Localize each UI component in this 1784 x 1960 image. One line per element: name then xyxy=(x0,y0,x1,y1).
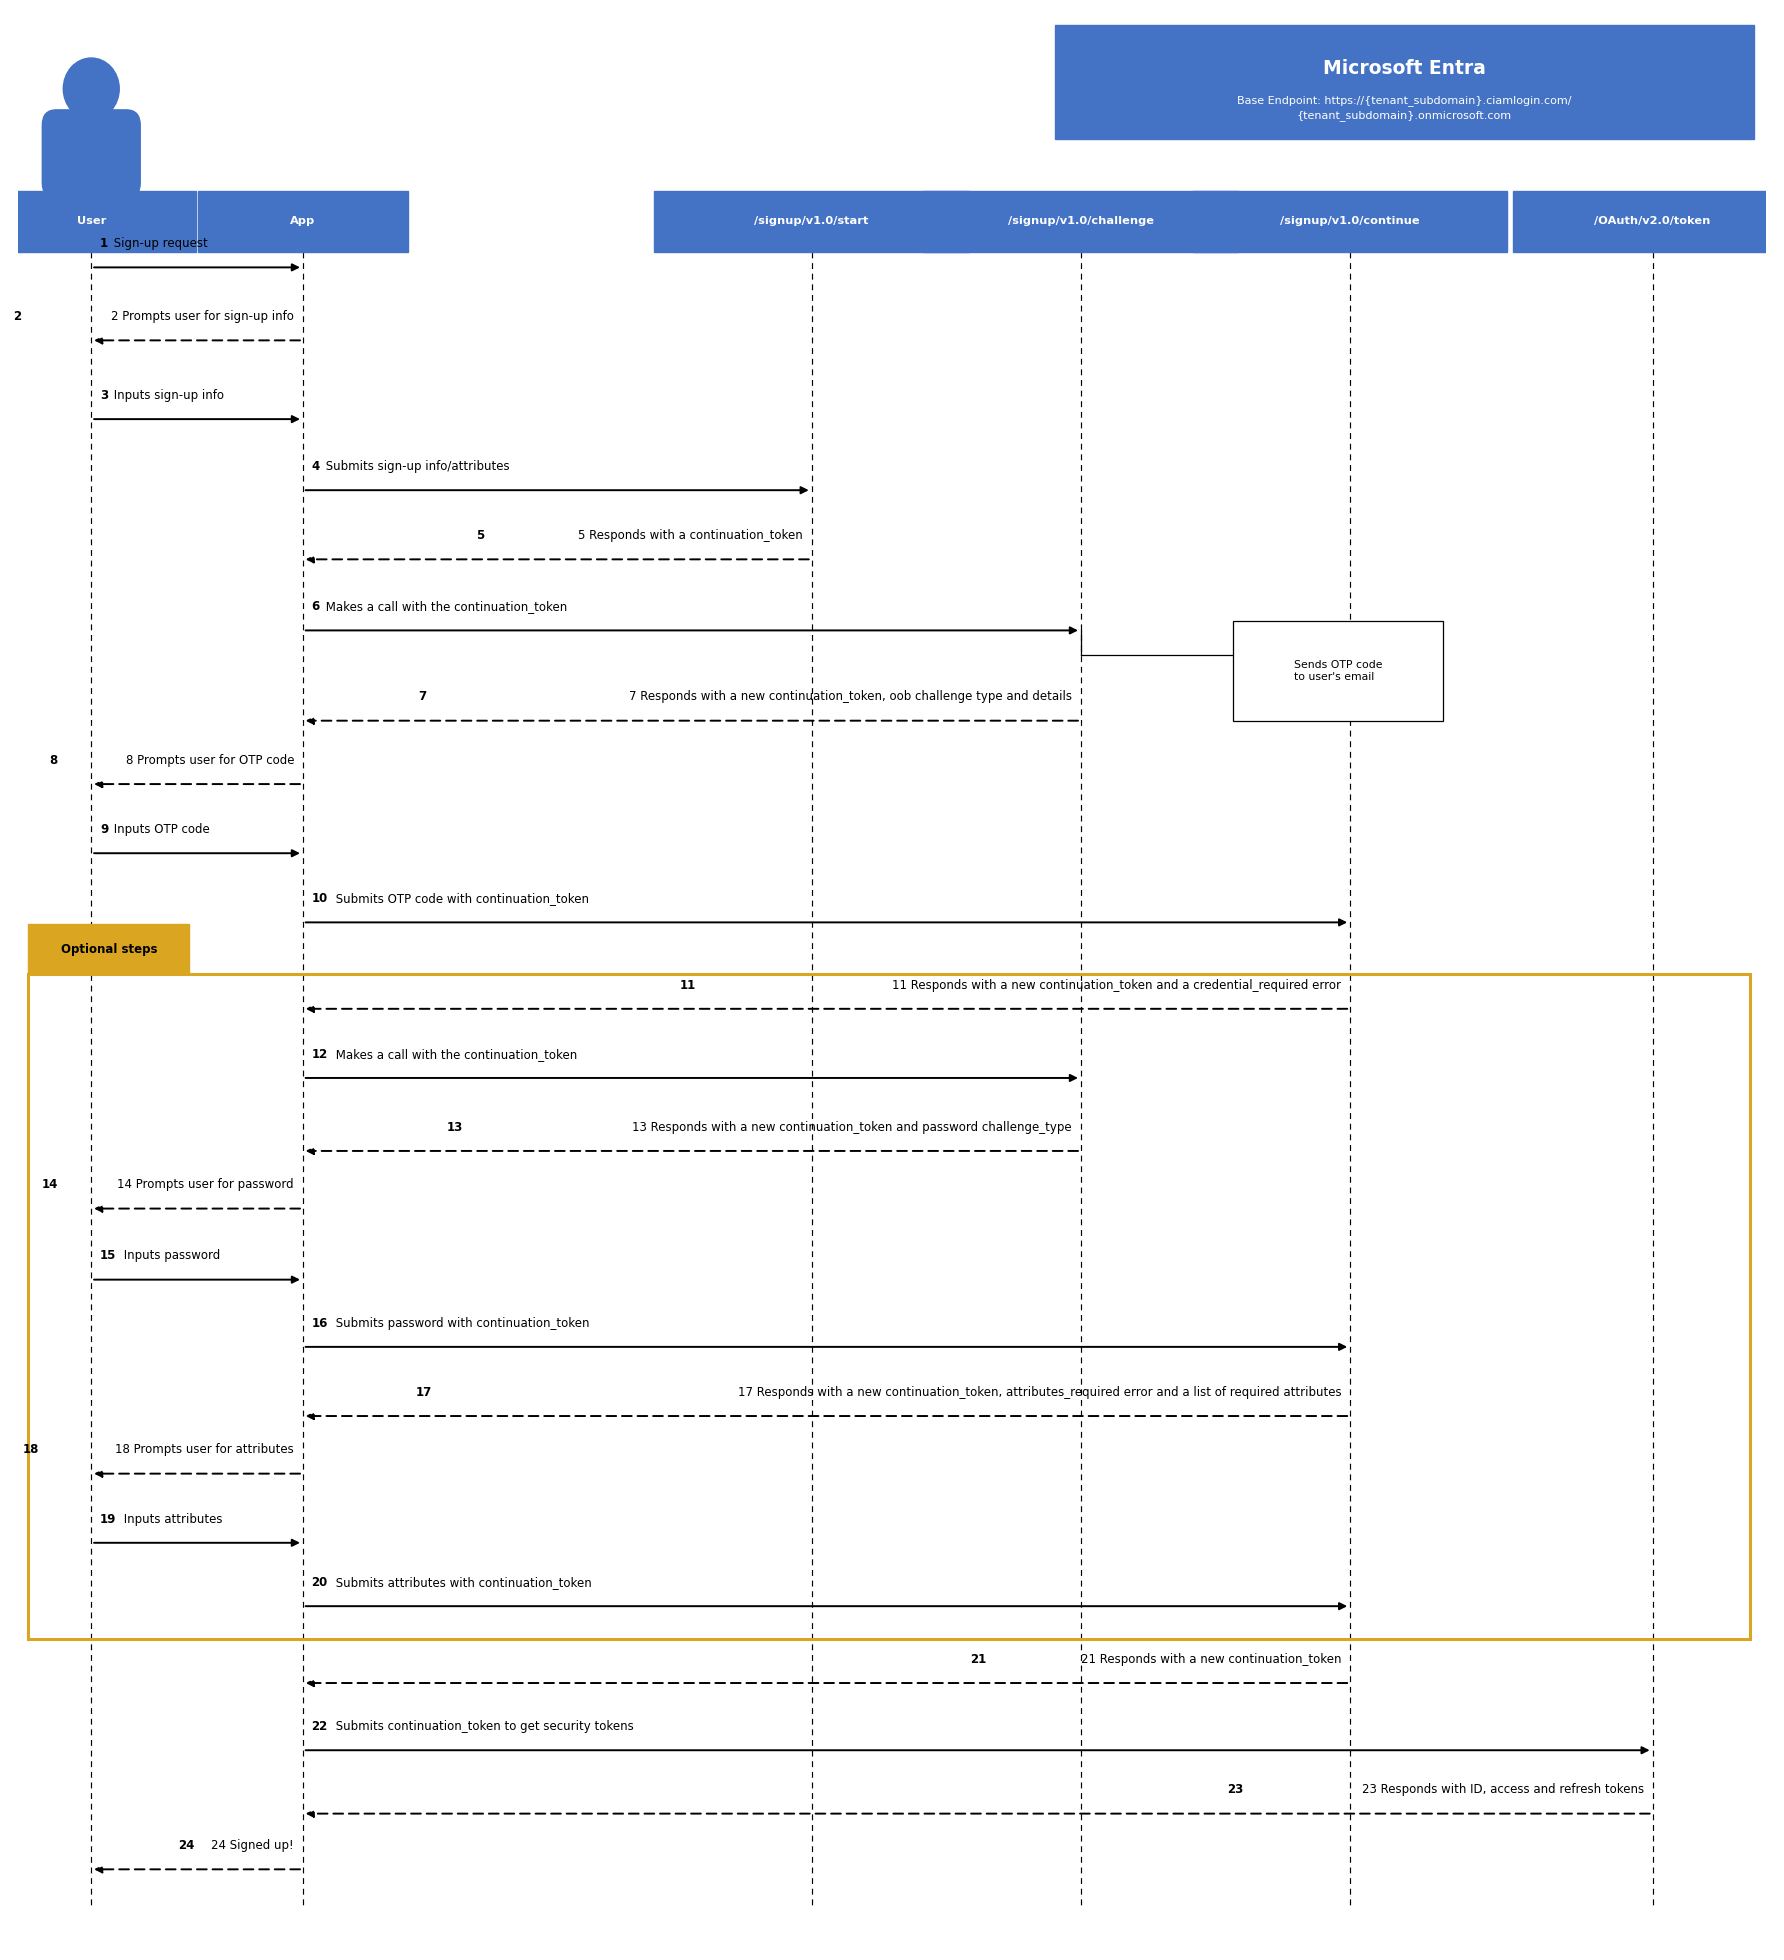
Text: 11: 11 xyxy=(680,978,696,992)
FancyBboxPatch shape xyxy=(198,190,409,253)
Text: 7: 7 xyxy=(419,690,426,704)
Text: 14 Prompts user for password: 14 Prompts user for password xyxy=(118,1178,294,1192)
Text: 19: 19 xyxy=(100,1513,116,1525)
Text: 22: 22 xyxy=(312,1721,328,1733)
Text: /signup/v1.0/challenge: /signup/v1.0/challenge xyxy=(1008,216,1154,225)
Text: 16: 16 xyxy=(312,1317,328,1329)
FancyBboxPatch shape xyxy=(1054,25,1754,139)
Text: 21 Responds with a new continuation_token: 21 Responds with a new continuation_toke… xyxy=(1081,1652,1342,1666)
Text: Sends OTP code
to user's email: Sends OTP code to user's email xyxy=(1293,661,1383,682)
Text: 8: 8 xyxy=(50,755,57,766)
Text: Makes a call with the continuation_token: Makes a call with the continuation_token xyxy=(332,1049,576,1060)
Text: 15: 15 xyxy=(100,1249,116,1262)
Text: /signup/v1.0/continue: /signup/v1.0/continue xyxy=(1281,216,1420,225)
Text: User: User xyxy=(77,216,105,225)
FancyBboxPatch shape xyxy=(29,925,189,974)
Text: 18: 18 xyxy=(23,1443,39,1456)
FancyBboxPatch shape xyxy=(0,190,196,253)
Text: 18 Prompts user for attributes: 18 Prompts user for attributes xyxy=(116,1443,294,1456)
Text: 24: 24 xyxy=(178,1838,194,1852)
FancyBboxPatch shape xyxy=(924,190,1238,253)
Text: 1: 1 xyxy=(100,237,109,251)
Text: 5: 5 xyxy=(476,529,485,543)
Text: Inputs sign-up info: Inputs sign-up info xyxy=(111,388,225,402)
Text: Submits attributes with continuation_token: Submits attributes with continuation_tok… xyxy=(332,1576,592,1590)
Text: 20: 20 xyxy=(312,1576,328,1590)
Text: 17 Responds with a new continuation_token, attributes_required error and a list : 17 Responds with a new continuation_toke… xyxy=(739,1386,1342,1399)
Text: 13: 13 xyxy=(446,1121,464,1133)
Text: Sign-up request: Sign-up request xyxy=(111,237,209,251)
Text: Inputs attributes: Inputs attributes xyxy=(120,1513,223,1525)
Text: 10: 10 xyxy=(312,892,328,906)
Text: 12: 12 xyxy=(312,1049,328,1060)
Text: /OAuth/v2.0/token: /OAuth/v2.0/token xyxy=(1595,216,1711,225)
Text: 5 Responds with a continuation_token: 5 Responds with a continuation_token xyxy=(578,529,803,543)
Text: Inputs OTP code: Inputs OTP code xyxy=(111,823,211,835)
Text: Inputs password: Inputs password xyxy=(120,1249,221,1262)
Text: 7 Responds with a new continuation_token, oob challenge type and details: 7 Responds with a new continuation_token… xyxy=(630,690,1072,704)
Text: 21: 21 xyxy=(970,1652,987,1666)
Text: 23: 23 xyxy=(1227,1784,1243,1797)
Text: 24 Signed up!: 24 Signed up! xyxy=(212,1838,294,1852)
Text: Submits password with continuation_token: Submits password with continuation_token xyxy=(332,1317,589,1329)
FancyBboxPatch shape xyxy=(1193,190,1507,253)
Circle shape xyxy=(62,59,120,120)
Text: /signup/v1.0/start: /signup/v1.0/start xyxy=(755,216,869,225)
Text: 6: 6 xyxy=(312,600,319,613)
FancyBboxPatch shape xyxy=(655,190,969,253)
FancyBboxPatch shape xyxy=(43,110,141,198)
Text: 2 Prompts user for sign-up info: 2 Prompts user for sign-up info xyxy=(111,310,294,323)
Text: 4: 4 xyxy=(312,461,319,472)
Text: 13 Responds with a new continuation_token and password challenge_type: 13 Responds with a new continuation_toke… xyxy=(633,1121,1072,1133)
Text: Microsoft Entra: Microsoft Entra xyxy=(1322,59,1486,78)
Text: 11 Responds with a new continuation_token and a credential_required error: 11 Responds with a new continuation_toke… xyxy=(892,978,1342,992)
Text: 23 Responds with ID, access and refresh tokens: 23 Responds with ID, access and refresh … xyxy=(1361,1784,1643,1797)
Text: 9: 9 xyxy=(100,823,109,835)
Text: 3: 3 xyxy=(100,388,109,402)
Text: 2: 2 xyxy=(12,310,21,323)
Text: 17: 17 xyxy=(416,1386,432,1399)
Text: Submits sign-up info/attributes: Submits sign-up info/attributes xyxy=(321,461,508,472)
FancyBboxPatch shape xyxy=(1513,190,1784,253)
Text: Submits OTP code with continuation_token: Submits OTP code with continuation_token xyxy=(332,892,589,906)
Text: Base Endpoint: https://{tenant_subdomain}.ciamlogin.com/
{tenant_subdomain}.onmi: Base Endpoint: https://{tenant_subdomain… xyxy=(1236,96,1572,122)
Text: 8 Prompts user for OTP code: 8 Prompts user for OTP code xyxy=(125,755,294,766)
Text: 14: 14 xyxy=(41,1178,57,1192)
Text: Submits continuation_token to get security tokens: Submits continuation_token to get securi… xyxy=(332,1721,633,1733)
Text: Optional steps: Optional steps xyxy=(61,943,157,956)
Text: Makes a call with the continuation_token: Makes a call with the continuation_token xyxy=(321,600,567,613)
Text: App: App xyxy=(291,216,316,225)
FancyBboxPatch shape xyxy=(1233,621,1443,721)
